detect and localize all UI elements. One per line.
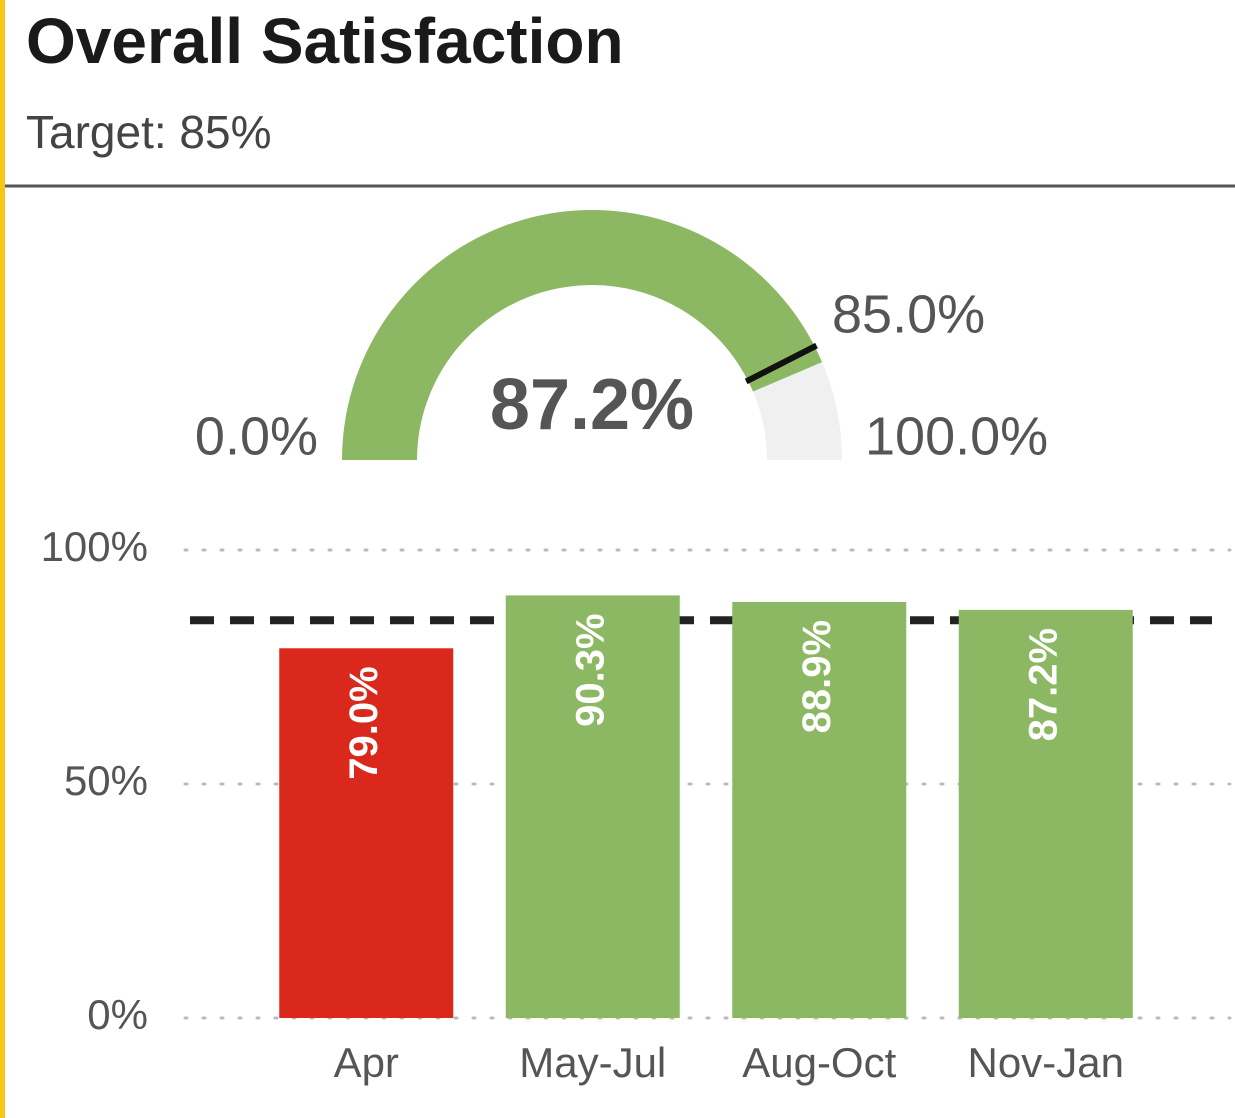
bar-value-label: 90.3% — [568, 613, 612, 726]
bar-value-label: 88.9% — [795, 620, 839, 733]
bar-value-label: 79.0% — [342, 666, 386, 779]
card-subtitle: Target: 85% — [26, 106, 271, 158]
x-tick-label: Apr — [334, 1039, 399, 1086]
card-title: Overall Satisfaction — [26, 5, 624, 77]
y-tick-label: 50% — [64, 757, 148, 804]
x-tick-label: Nov-Jan — [968, 1039, 1124, 1086]
y-tick-label: 100% — [41, 523, 148, 570]
bar — [505, 595, 680, 1018]
gauge-value-label: 87.2% — [490, 365, 694, 445]
gauge-min-label: 0.0% — [195, 406, 318, 466]
bar-value-label: 87.2% — [1021, 628, 1065, 741]
gauge-target — [744, 342, 818, 385]
x-tick-label: Aug-Oct — [742, 1039, 896, 1086]
gauge-target-label: 85.0% — [832, 284, 985, 344]
bar — [732, 601, 907, 1018]
y-tick-label: 0% — [87, 991, 148, 1038]
x-tick-label: May-Jul — [519, 1039, 666, 1086]
card-accent — [0, 0, 5, 1118]
gauge-value — [341, 209, 823, 460]
bar — [279, 648, 454, 1018]
bar — [958, 609, 1133, 1018]
gauge-max-label: 100.0% — [865, 406, 1048, 466]
